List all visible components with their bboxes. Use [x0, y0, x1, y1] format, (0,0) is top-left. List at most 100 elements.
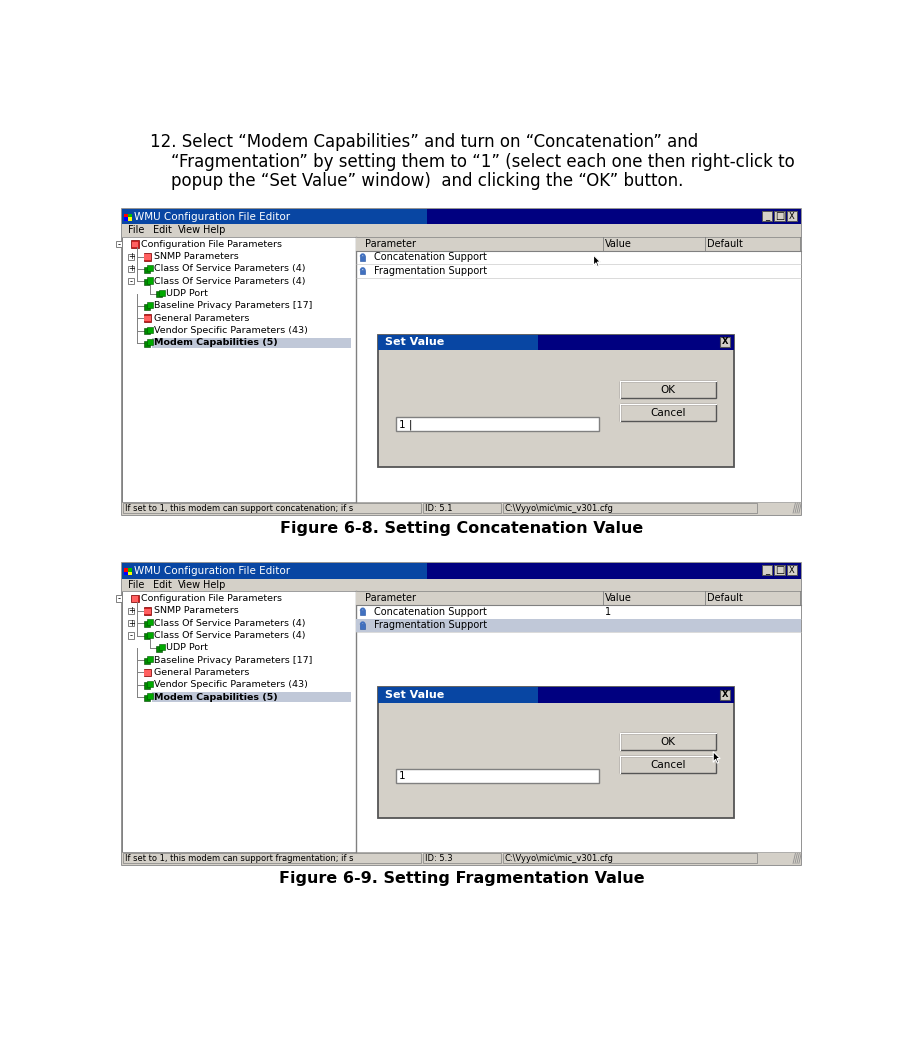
Bar — [620, 405, 716, 421]
Bar — [144, 670, 150, 676]
Bar — [620, 757, 716, 773]
Text: -: - — [117, 240, 121, 248]
Text: _: _ — [765, 212, 769, 221]
Bar — [152, 692, 351, 702]
Bar — [147, 681, 153, 687]
Bar — [147, 327, 153, 333]
Bar — [378, 687, 734, 703]
Bar — [356, 591, 801, 852]
Text: popup the “Set Value” window)  and clicking the “OK” button.: popup the “Set Value” window) and clicki… — [150, 172, 683, 190]
Text: X: X — [722, 337, 729, 347]
Bar — [775, 566, 785, 575]
Text: Concatenation Support: Concatenation Support — [374, 253, 487, 262]
Bar — [787, 212, 797, 221]
Text: File: File — [128, 225, 144, 236]
Bar — [144, 609, 150, 614]
Text: Baseline Privacy Parameters [17]: Baseline Privacy Parameters [17] — [154, 656, 312, 664]
Bar — [128, 217, 132, 221]
Text: Vendor Specific Parameters (43): Vendor Specific Parameters (43) — [154, 326, 307, 335]
Text: OK: OK — [660, 385, 676, 395]
Text: Configuration File Parameters: Configuration File Parameters — [141, 594, 282, 603]
Text: -: - — [130, 277, 132, 286]
Bar — [143, 658, 150, 664]
Text: Help: Help — [203, 225, 225, 236]
Text: +: + — [128, 253, 134, 261]
Bar — [620, 734, 716, 750]
Bar — [762, 566, 772, 575]
Text: Edit: Edit — [153, 225, 172, 236]
Text: Class Of Service Parameters (4): Class Of Service Parameters (4) — [154, 264, 305, 274]
Text: General Parameters: General Parameters — [154, 668, 249, 677]
Text: +: + — [128, 607, 134, 615]
Text: Cancel: Cancel — [651, 760, 686, 769]
Bar — [620, 381, 716, 398]
Text: If set to 1, this modem can support fragmentation; if s: If set to 1, this modem can support frag… — [125, 854, 353, 863]
Bar — [132, 594, 139, 603]
Text: ID: 5.1: ID: 5.1 — [425, 504, 453, 512]
Bar — [143, 695, 150, 701]
Bar — [132, 242, 138, 247]
Text: +: + — [128, 618, 134, 628]
Text: Value: Value — [605, 593, 632, 603]
Text: View: View — [177, 225, 201, 236]
Bar — [132, 240, 139, 248]
Bar — [159, 643, 165, 650]
Bar — [378, 334, 734, 467]
Text: Class Of Service Parameters (4): Class Of Service Parameters (4) — [154, 618, 305, 628]
Bar — [378, 334, 734, 350]
Text: C:\Vyyo\mic\mic_v301.cfg: C:\Vyyo\mic\mic_v301.cfg — [505, 854, 614, 863]
Bar — [360, 610, 366, 615]
Text: Modem Capabilities (5): Modem Capabilities (5) — [154, 693, 278, 701]
Bar — [152, 337, 351, 348]
Bar — [378, 334, 539, 350]
Text: Edit: Edit — [153, 580, 172, 590]
Bar — [147, 619, 153, 626]
Text: Default: Default — [707, 593, 743, 603]
Bar — [143, 314, 151, 322]
Text: Parameter: Parameter — [365, 593, 416, 603]
Text: Modem Capabilities (5): Modem Capabilities (5) — [154, 339, 278, 347]
Text: -: - — [117, 594, 121, 603]
Bar — [128, 620, 134, 627]
Bar — [123, 853, 422, 864]
Text: 1 |: 1 | — [399, 419, 413, 430]
Bar — [124, 568, 128, 571]
Bar — [356, 237, 801, 250]
Bar — [720, 337, 730, 347]
Text: □: □ — [775, 566, 784, 575]
Text: Help: Help — [203, 580, 225, 590]
Text: Baseline Privacy Parameters [17]: Baseline Privacy Parameters [17] — [154, 302, 312, 310]
Bar — [143, 607, 151, 615]
Bar — [787, 566, 797, 575]
Text: “Fragmentation” by setting them to “1” (select each one then right-click to: “Fragmentation” by setting them to “1” (… — [150, 153, 795, 171]
Bar — [378, 687, 734, 817]
Bar — [122, 502, 801, 515]
Text: C:\Vyyo\mic\mic_v301.cfg: C:\Vyyo\mic\mic_v301.cfg — [505, 504, 614, 512]
Bar — [423, 853, 501, 864]
Bar — [124, 214, 128, 217]
Text: -: - — [130, 631, 132, 640]
Bar — [356, 591, 801, 605]
Text: Figure 6-9. Setting Fragmentation Value: Figure 6-9. Setting Fragmentation Value — [278, 871, 644, 887]
Bar — [143, 253, 151, 261]
Bar — [762, 212, 772, 221]
Bar — [143, 633, 150, 639]
Text: SNMP Parameters: SNMP Parameters — [154, 607, 239, 615]
Bar — [143, 669, 151, 676]
Text: Vendor Specific Parameters (43): Vendor Specific Parameters (43) — [154, 680, 307, 690]
Bar — [503, 503, 757, 514]
Bar — [143, 620, 150, 627]
Polygon shape — [714, 751, 720, 763]
Text: Cancel: Cancel — [651, 408, 686, 418]
Text: Value: Value — [605, 239, 632, 248]
Bar — [144, 315, 150, 322]
Bar — [143, 682, 150, 689]
Text: OK: OK — [660, 737, 676, 746]
Bar — [122, 209, 427, 224]
Bar — [122, 237, 356, 502]
Bar — [122, 563, 801, 865]
Bar — [147, 693, 153, 699]
Text: +: + — [128, 264, 134, 274]
Bar — [123, 503, 422, 514]
Bar — [147, 265, 153, 271]
